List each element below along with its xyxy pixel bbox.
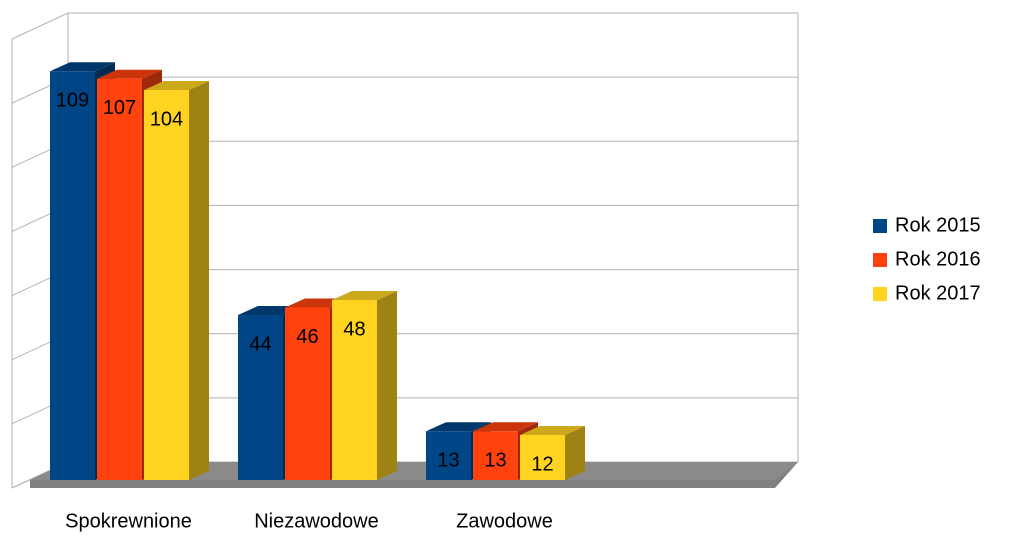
- data-label: 12: [531, 453, 553, 475]
- bar-side: [377, 291, 397, 480]
- bar-front: [97, 78, 142, 480]
- bar: [332, 291, 397, 480]
- bar-front: [473, 431, 518, 480]
- bar-front: [285, 307, 330, 480]
- grid-line: [11, 12, 798, 40]
- bar-top: [97, 69, 162, 79]
- bar-top: [144, 81, 209, 90]
- x-tick-label: Niezawodowe: [254, 510, 379, 532]
- bar-top: [50, 62, 115, 72]
- bar-front: [50, 71, 95, 480]
- data-label: 44: [249, 333, 271, 355]
- bar-side: [189, 81, 209, 480]
- legend-label: Rok 2015: [895, 214, 981, 236]
- legend-swatch: [873, 219, 887, 233]
- bar-top: [332, 291, 397, 300]
- data-label: 104: [150, 108, 183, 130]
- data-label: 109: [56, 90, 89, 112]
- floor-top: [30, 462, 798, 480]
- data-label: 13: [484, 450, 506, 472]
- legend-swatch: [873, 287, 887, 301]
- bar-top: [426, 422, 491, 432]
- x-tick-label: Spokrewnione: [65, 510, 192, 532]
- bar-front: [426, 431, 471, 480]
- bar-front: [520, 435, 565, 480]
- data-label: 107: [103, 97, 136, 119]
- legend-label: Rok 2017: [895, 282, 981, 304]
- bar-front: [332, 300, 377, 480]
- x-tick-label: Zawodowe: [456, 510, 553, 532]
- data-label: 13: [437, 450, 459, 472]
- bar-top: [520, 426, 585, 435]
- data-label: 46: [296, 326, 318, 348]
- bar-top: [473, 422, 538, 432]
- data-label: 48: [343, 318, 365, 340]
- bar-front: [144, 90, 189, 480]
- bar: [520, 426, 585, 480]
- legend-swatch: [873, 253, 887, 267]
- legend-label: Rok 2016: [895, 248, 981, 270]
- bar-front: [238, 315, 283, 480]
- bar-side: [565, 426, 585, 480]
- bar: [144, 81, 209, 480]
